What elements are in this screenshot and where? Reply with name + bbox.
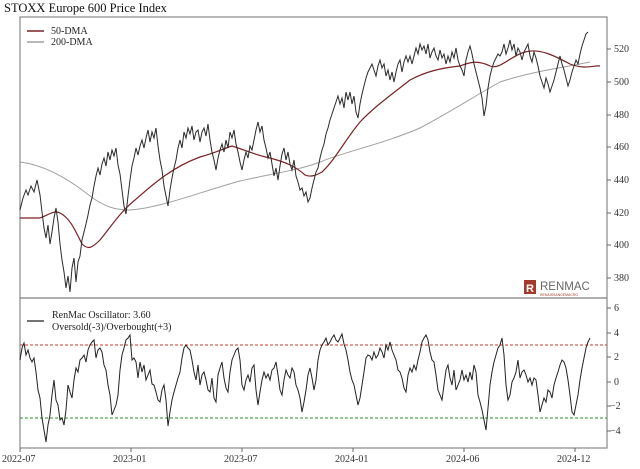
legend-dma50-label: 50-DMA bbox=[51, 26, 88, 37]
svg-text:2: 2 bbox=[614, 352, 619, 363]
logo-name: RENMAC bbox=[540, 281, 590, 293]
svg-text:380: 380 bbox=[614, 273, 629, 284]
svg-text:2024-12: 2024-12 bbox=[557, 454, 590, 465]
oscillator-legend: RenMac Oscillator: 3.60 Oversold(-3)/Ove… bbox=[27, 310, 172, 333]
price-y-axis: 520 500 480 460 440 420 400 380 bbox=[607, 44, 629, 284]
chart-title: STOXX Europe 600 Price Index bbox=[4, 1, 167, 15]
price-legend: 50-DMA 200-DMA bbox=[27, 26, 93, 48]
svg-text:520: 520 bbox=[614, 44, 629, 55]
legend-oscillator-label: RenMac Oscillator: 3.60 bbox=[52, 310, 151, 321]
price-panel-frame bbox=[19, 16, 608, 299]
legend-dma200-label: 200-DMA bbox=[51, 37, 93, 48]
x-axis: 2022-07 2023-01 2023-07 2024-01 2024-06 … bbox=[2, 448, 590, 465]
svg-text:480: 480 bbox=[614, 110, 629, 121]
oscillator-line bbox=[19, 332, 591, 443]
svg-text:420: 420 bbox=[614, 208, 629, 219]
svg-text:500: 500 bbox=[614, 77, 629, 88]
svg-text:400: 400 bbox=[614, 240, 629, 251]
logo-sub: RENAISSANCEMACRO bbox=[540, 293, 578, 297]
svg-text:2024-06: 2024-06 bbox=[446, 454, 479, 465]
svg-text:R: R bbox=[526, 283, 534, 295]
svg-text:460: 460 bbox=[614, 142, 629, 153]
dma200-line bbox=[19, 61, 591, 211]
svg-text:6: 6 bbox=[614, 303, 619, 314]
legend-thresholds-label: Oversold(-3)/Overbought(+3) bbox=[52, 322, 172, 333]
oscillator-y-axis: 6 4 2 0 −2 −4 bbox=[607, 303, 621, 437]
dma50-line bbox=[20, 50, 601, 249]
logo-mark-icon bbox=[524, 280, 536, 294]
svg-text:2022-07: 2022-07 bbox=[2, 454, 35, 465]
svg-text:−2: −2 bbox=[610, 401, 621, 412]
svg-text:2023-07: 2023-07 bbox=[224, 454, 257, 465]
price-line bbox=[19, 31, 589, 293]
svg-text:440: 440 bbox=[614, 175, 629, 186]
svg-text:−4: −4 bbox=[610, 426, 621, 437]
svg-text:2023-01: 2023-01 bbox=[113, 454, 146, 465]
svg-text:0: 0 bbox=[614, 377, 619, 388]
oscillator-panel-frame bbox=[19, 297, 608, 449]
svg-text:2024-01: 2024-01 bbox=[335, 454, 368, 465]
renmac-logo: R RENMAC RENAISSANCEMACRO bbox=[524, 280, 590, 297]
svg-text:4: 4 bbox=[614, 328, 619, 339]
